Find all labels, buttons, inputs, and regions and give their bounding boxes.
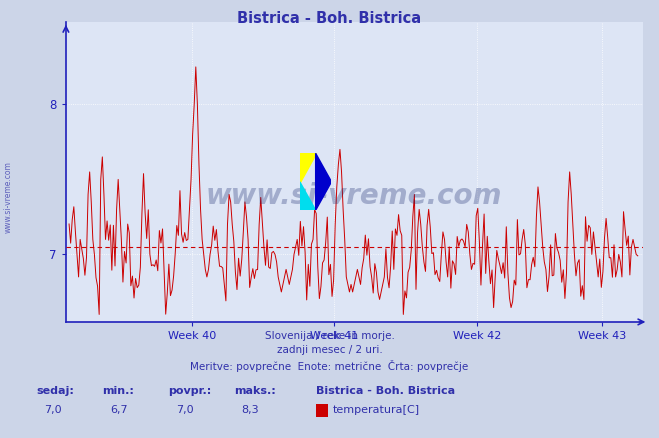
Text: temperatura[C]: temperatura[C] (333, 405, 420, 415)
Text: zadnji mesec / 2 uri.: zadnji mesec / 2 uri. (277, 345, 382, 355)
Text: sedaj:: sedaj: (36, 386, 74, 396)
Text: Bistrica - Boh. Bistrica: Bistrica - Boh. Bistrica (237, 11, 422, 26)
Polygon shape (316, 153, 331, 210)
Text: min.:: min.: (102, 386, 134, 396)
Text: povpr.:: povpr.: (168, 386, 212, 396)
Text: 8,3: 8,3 (242, 405, 259, 415)
Text: 7,0: 7,0 (44, 405, 61, 415)
Text: Bistrica - Boh. Bistrica: Bistrica - Boh. Bistrica (316, 386, 455, 396)
Text: Meritve: povprečne  Enote: metrične  Črta: povprečje: Meritve: povprečne Enote: metrične Črta:… (190, 360, 469, 371)
Text: www.si-vreme.com: www.si-vreme.com (206, 182, 502, 210)
Text: maks.:: maks.: (234, 386, 275, 396)
Text: Slovenija / reke in morje.: Slovenija / reke in morje. (264, 331, 395, 341)
Polygon shape (300, 153, 316, 182)
Text: www.si-vreme.com: www.si-vreme.com (3, 161, 13, 233)
Polygon shape (300, 182, 316, 210)
Text: 7,0: 7,0 (176, 405, 193, 415)
Text: 6,7: 6,7 (110, 405, 127, 415)
